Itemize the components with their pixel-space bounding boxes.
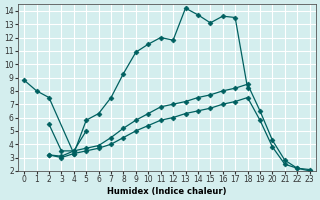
X-axis label: Humidex (Indice chaleur): Humidex (Indice chaleur) [107,187,227,196]
